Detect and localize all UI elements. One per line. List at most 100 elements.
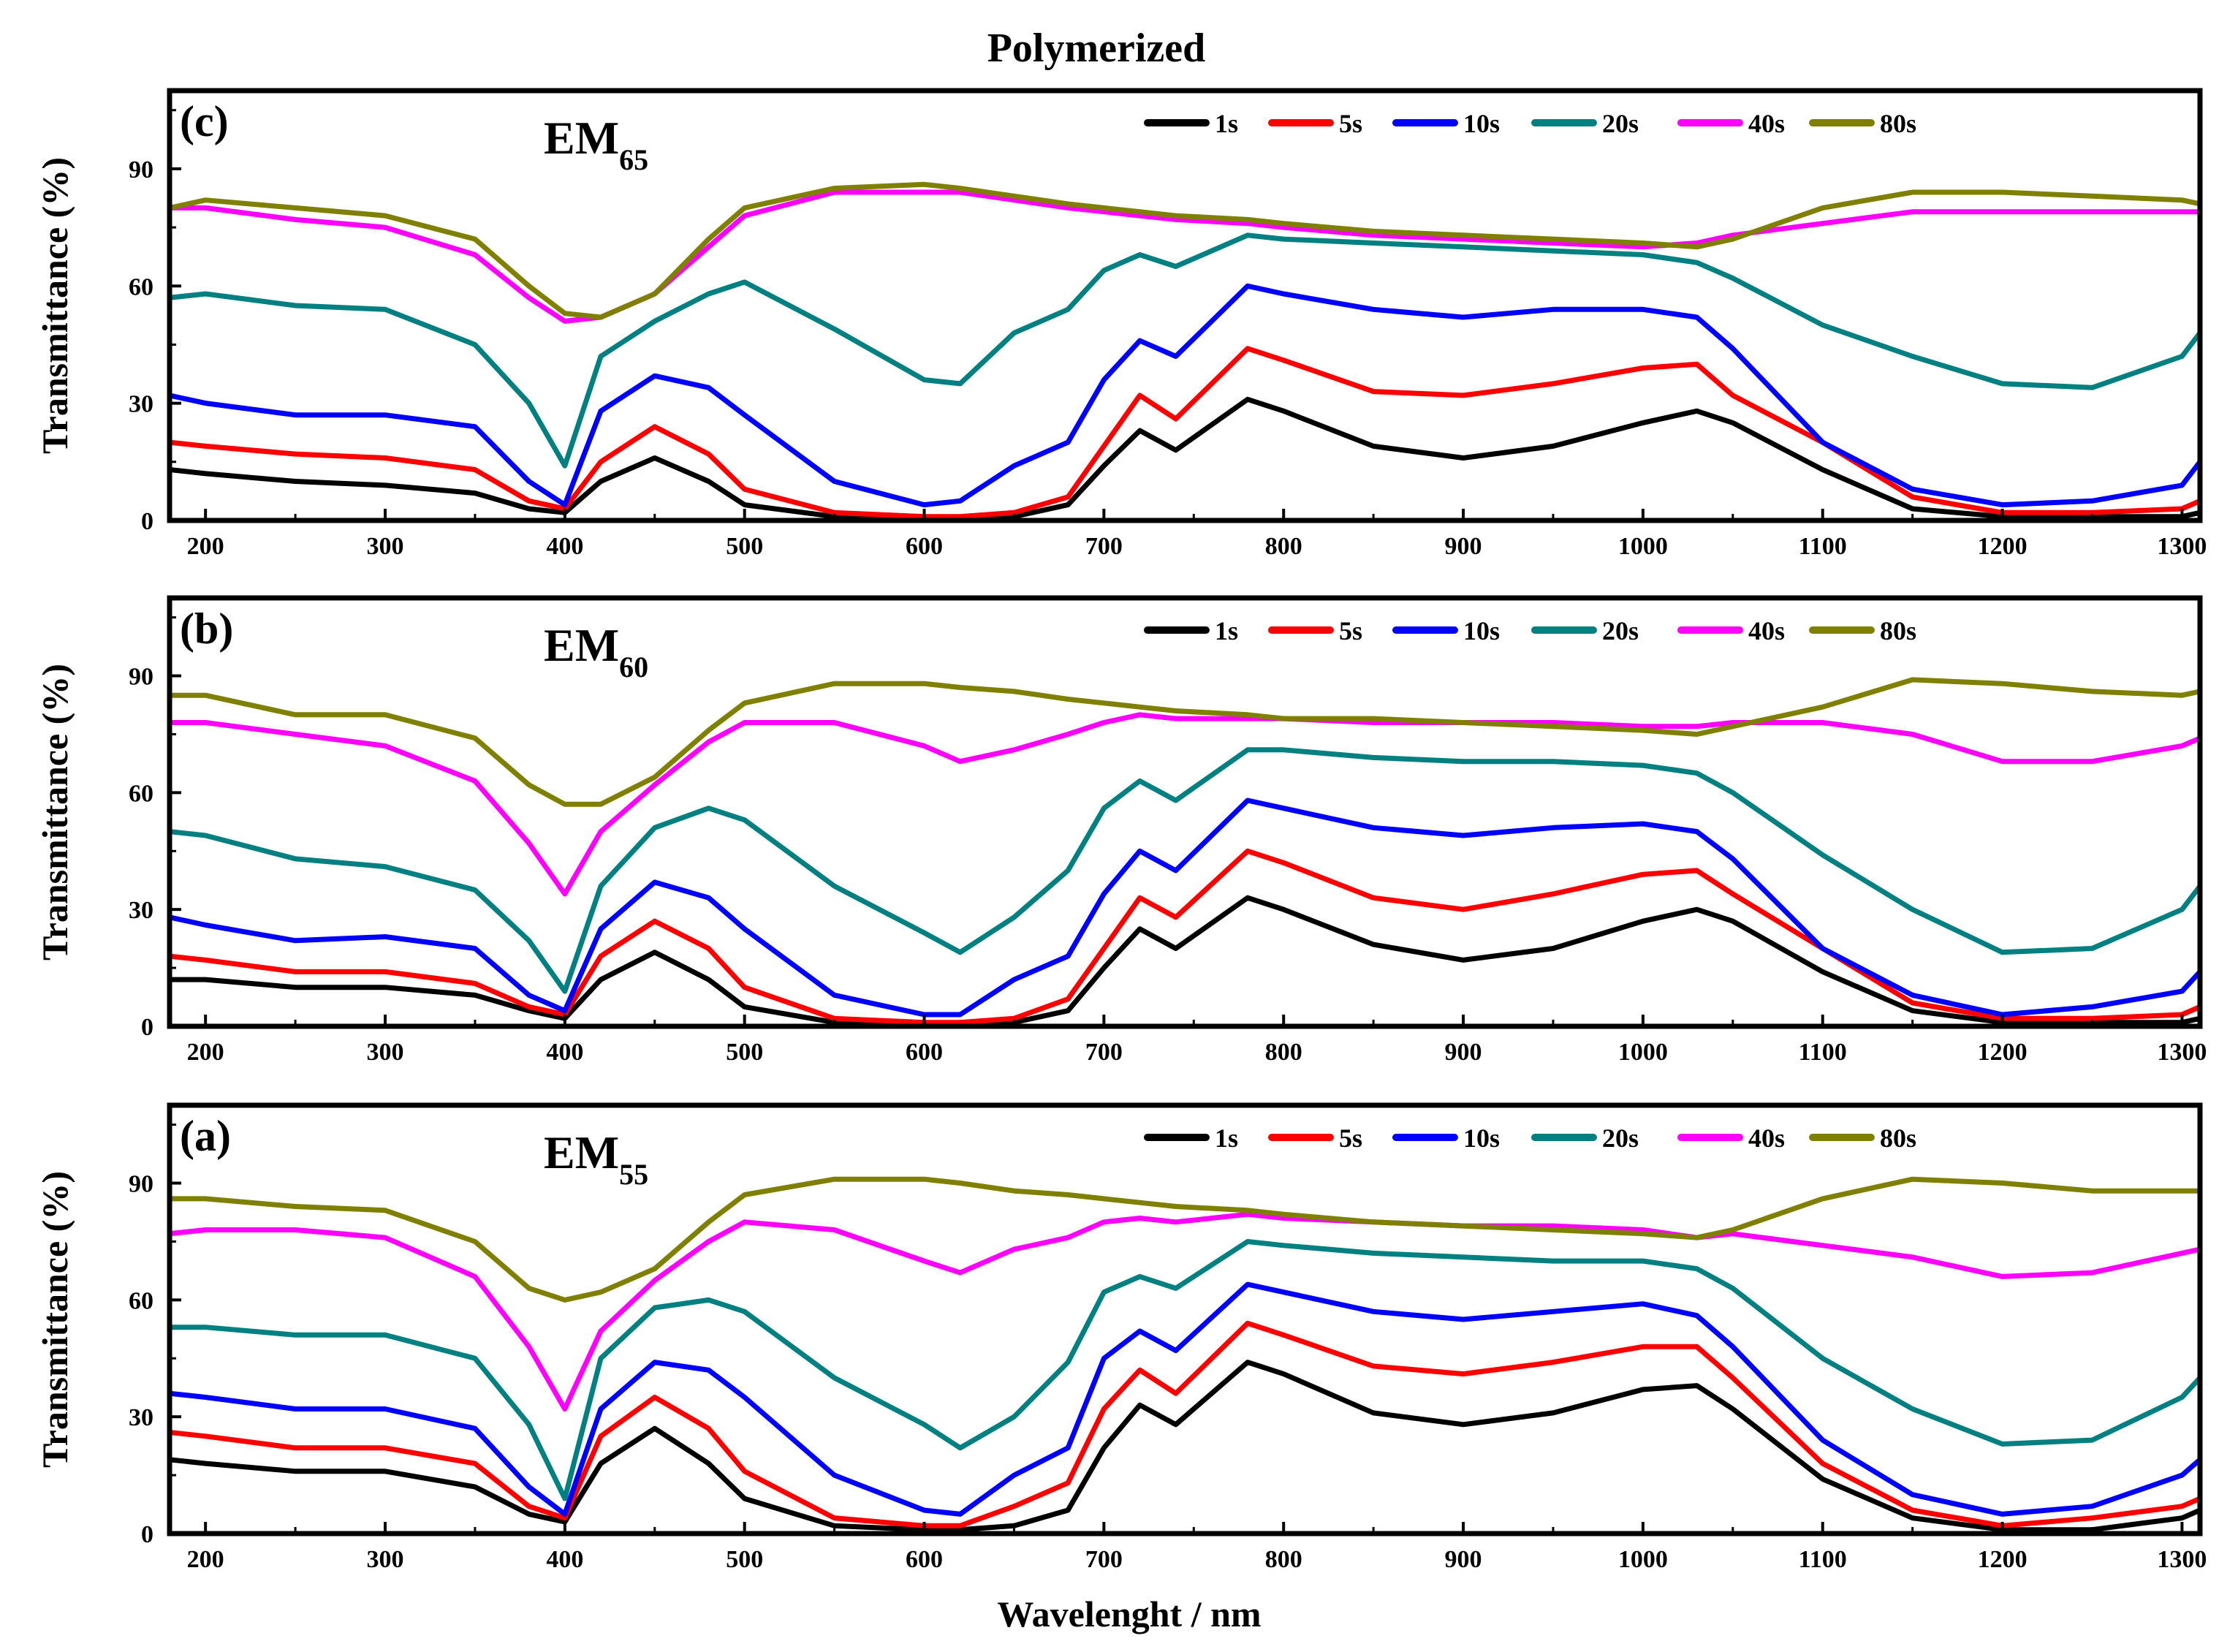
series-line-40s [170, 189, 2200, 324]
x-tick-label: 1000 [1618, 533, 1668, 560]
y-tick-label: 60 [129, 1287, 153, 1314]
legend-item-80s: 80s [1809, 616, 1916, 645]
legend-item-40s: 40s [1677, 616, 1785, 645]
x-tick-label: 1000 [1618, 1039, 1668, 1066]
legend-label: 20s [1602, 1124, 1639, 1153]
legend-label: 10s [1463, 1124, 1500, 1153]
panel-b: 200 300 400 500 600 700 800 900 1000 1100 1200 1300… [34, 595, 2207, 1066]
series-line-80s [170, 181, 2200, 320]
legend-label: 40s [1748, 1124, 1785, 1153]
x-tick-label: 500 [726, 1039, 763, 1066]
series-line-1s [170, 396, 2200, 520]
x-tick-label: 400 [546, 1546, 583, 1573]
x-tick-label: 500 [726, 533, 763, 560]
x-tick-label: 1100 [1799, 533, 1847, 560]
legend-item-1s: 1s [1144, 109, 1238, 138]
legend-item-10s: 10s [1392, 109, 1500, 138]
y-tick-label: 90 [129, 664, 153, 691]
legend-item-80s: 80s [1809, 1124, 1916, 1153]
plot-frame [167, 88, 2203, 523]
x-tick-label: 900 [1445, 533, 1482, 560]
x-tick-label: 600 [906, 1039, 943, 1066]
series-line-10s [170, 283, 2200, 508]
legend-label: 40s [1748, 109, 1785, 138]
panel-c: 200 300 400 500 600 700 800 900 1000 1100 1200 1300… [34, 88, 2207, 560]
legend-label: 5s [1339, 1124, 1362, 1153]
legend-item-80s: 80s [1809, 109, 1916, 138]
plot-frame [167, 595, 2203, 1029]
series-line-80s [170, 677, 2200, 807]
panel-label: (b) [180, 605, 233, 653]
sample-label: EM55 [544, 1126, 648, 1191]
series-line-5s [170, 346, 2200, 520]
series-line-20s [170, 1239, 2200, 1501]
panel-label: (a) [180, 1112, 231, 1160]
y-axis-title: Transmittance (%) [34, 664, 75, 960]
legend-label: 80s [1880, 109, 1916, 138]
sample-label: EM65 [544, 112, 648, 176]
y-tick-label: 30 [129, 897, 153, 924]
series-line-10s [170, 797, 2200, 1018]
legend-item-5s: 5s [1268, 109, 1362, 138]
series-line-5s [170, 1320, 2200, 1528]
series-line-40s [170, 712, 2200, 897]
x-tick-label: 200 [187, 1546, 224, 1573]
series-line-5s [170, 848, 2200, 1026]
legend-item-5s: 5s [1268, 1124, 1362, 1153]
legend-item-10s: 10s [1392, 616, 1500, 645]
legend-label: 10s [1463, 109, 1500, 138]
legend-item-20s: 20s [1531, 109, 1639, 138]
x-tick-label: 800 [1265, 533, 1302, 560]
x-tick-label: 500 [726, 1546, 763, 1573]
x-tick-label: 1300 [2157, 533, 2207, 560]
plot-frame [167, 1102, 2203, 1537]
x-tick-label: 900 [1445, 1039, 1482, 1066]
x-tick-label: 700 [1085, 1039, 1123, 1066]
x-tick-label: 1200 [1978, 533, 2028, 560]
x-tick-label: 1200 [1978, 1039, 2028, 1066]
legend-item-10s: 10s [1392, 1124, 1500, 1153]
legend-label: 5s [1339, 616, 1362, 645]
y-tick-label: 60 [129, 780, 153, 807]
y-tick-label: 0 [141, 508, 153, 535]
sample-label: EM60 [544, 619, 648, 683]
legend-item-20s: 20s [1531, 1124, 1639, 1153]
legend-label: 1s [1215, 109, 1238, 138]
legend-item-5s: 5s [1268, 616, 1362, 645]
y-tick-label: 90 [129, 1171, 153, 1198]
x-tick-label: 1000 [1618, 1546, 1668, 1573]
y-tick-label: 90 [129, 156, 153, 183]
y-tick-label: 30 [129, 1404, 153, 1431]
legend-item-40s: 40s [1677, 1124, 1785, 1153]
x-tick-label: 400 [546, 533, 583, 560]
series-line-1s [170, 1360, 2200, 1533]
series-line-80s [170, 1176, 2200, 1303]
y-axis-title: Transmittance (%) [34, 1171, 75, 1468]
series-line-20s [170, 232, 2200, 469]
x-tick-label: 1300 [2157, 1546, 2207, 1573]
x-tick-label: 1100 [1799, 1546, 1847, 1573]
x-tick-label: 600 [906, 533, 943, 560]
y-tick-label: 0 [141, 1521, 153, 1548]
legend-label: 80s [1880, 1124, 1916, 1153]
series-line-40s [170, 1211, 2200, 1412]
x-tick-label: 800 [1265, 1546, 1302, 1573]
x-tick-label: 700 [1085, 1546, 1123, 1573]
x-tick-label: 300 [367, 1546, 404, 1573]
legend-item-1s: 1s [1144, 616, 1238, 645]
legend-label: 1s [1215, 616, 1238, 645]
x-tick-label: 800 [1265, 1039, 1302, 1066]
x-tick-label: 900 [1445, 1546, 1482, 1573]
legend-label: 20s [1602, 109, 1639, 138]
panel-label: (c) [180, 97, 229, 145]
x-axis-title: Wavelenght / nm [997, 1594, 1261, 1634]
legend-label: 1s [1215, 1124, 1238, 1153]
panel-a: 200 300 400 500 600 700 800 900 1000 1100 1200 1300… [34, 1102, 2207, 1573]
y-axis-title: Transmittance (%) [34, 157, 75, 454]
series-line-10s [170, 1281, 2200, 1517]
legend-label: 20s [1602, 616, 1639, 645]
legend-item-40s: 40s [1677, 109, 1785, 138]
figure-title: Polymerized [987, 26, 1206, 71]
legend-label: 10s [1463, 616, 1500, 645]
